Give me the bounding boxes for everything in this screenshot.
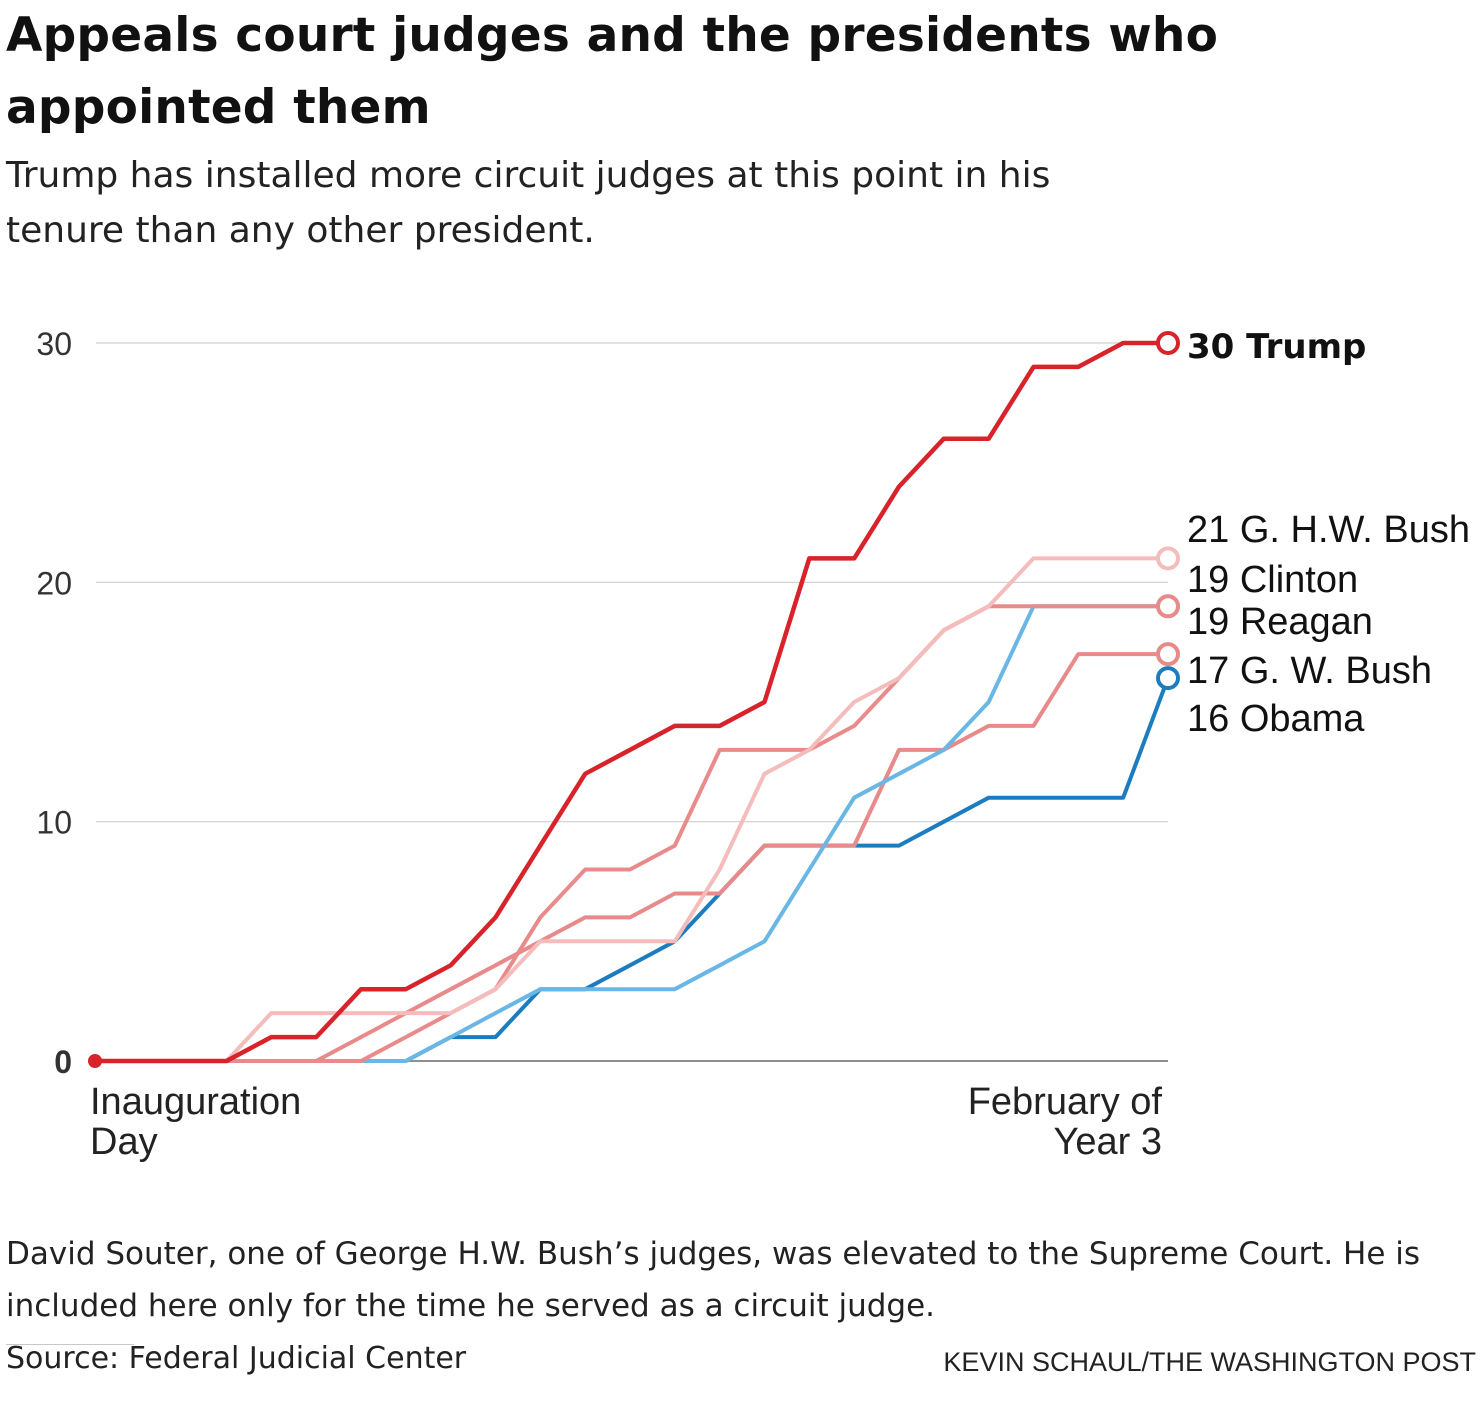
end-marker-g-h-w-bush (1156, 546, 1180, 571)
end-marker-obama (1156, 666, 1180, 691)
source-line: Source: Federal Judicial Center (6, 1341, 467, 1376)
series-line-trump (89, 340, 1171, 1064)
series-label-trump: 30 Trump (1187, 327, 1366, 367)
x-tick-line: Day (90, 1121, 158, 1163)
chart-subtitle: Trump has installed more circuit judges … (6, 155, 1051, 251)
series-line-clinton (90, 604, 1170, 1063)
series-label-g-w-bush: 17 G. W. Bush (1187, 650, 1432, 692)
series-label-clinton: 19 Clinton (1187, 559, 1358, 601)
series-label-g-h-w-bush: 21 G. H.W. Bush (1187, 509, 1470, 551)
series-end-markers (1156, 331, 1180, 691)
series-label-obama: 16 Obama (1187, 698, 1365, 740)
footnote: David Souter, one of George H.W. Bush’s … (6, 1236, 1421, 1324)
x-axis-ticks: Inauguration Day February of Year 3 (88, 1054, 1162, 1163)
gridlines (96, 342, 1168, 1062)
end-marker-g-w-bush (1156, 642, 1180, 667)
y-axis-ticks: 0 10 20 30 (36, 326, 72, 1080)
end-marker-clinton (1156, 594, 1180, 619)
x-tick-line: Inauguration (90, 1081, 301, 1123)
x-tick-label: February of Year 3 (968, 1081, 1163, 1163)
series-line-g-w-bush (90, 652, 1170, 1063)
footer-divider (6, 1344, 134, 1345)
series-line-g-h-w-bush (90, 556, 1170, 1063)
line-chart: 0 10 20 30 Inauguration Day February of Year 3… (36, 326, 1470, 1163)
end-marker-trump (1156, 331, 1180, 355)
y-tick-label: 20 (36, 565, 72, 601)
x-tick-label: Inauguration Day (90, 1081, 301, 1163)
y-tick-label: 10 (36, 805, 72, 841)
y-tick-label: 30 (36, 326, 72, 362)
x-tick-line: February of (968, 1081, 1163, 1123)
x-tick-line: Year 3 (1054, 1121, 1162, 1163)
series-line-reagan (90, 604, 1170, 1063)
y-tick-label: 0 (54, 1044, 72, 1080)
series-label-reagan: 19 Reagan (1187, 601, 1373, 643)
credit-line: KEVIN SCHAUL/THE WASHINGTON POST (943, 1347, 1476, 1377)
chart-title: Appeals court judges and the presidents … (6, 8, 1219, 135)
series-lines (89, 340, 1171, 1064)
